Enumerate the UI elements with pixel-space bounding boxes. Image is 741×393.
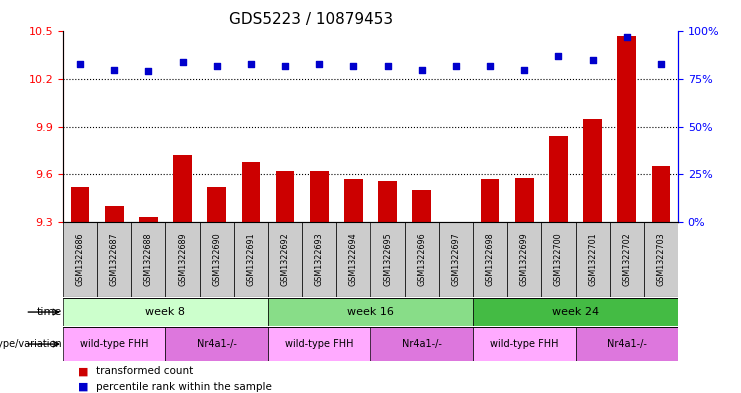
Bar [576,222,610,297]
Bar [473,327,576,361]
Text: GSM1322702: GSM1322702 [622,233,631,286]
Text: GSM1322703: GSM1322703 [657,233,665,286]
Bar [63,298,268,326]
Bar [617,36,637,222]
Point [553,53,565,59]
Text: Nr4a1-/-: Nr4a1-/- [402,339,442,349]
Bar [165,222,199,297]
Text: GSM1322699: GSM1322699 [519,233,529,286]
Bar [344,179,363,222]
Point [245,61,257,67]
Bar [370,222,405,297]
Bar [302,222,336,297]
Text: GSM1322688: GSM1322688 [144,233,153,286]
Text: GSM1322691: GSM1322691 [247,233,256,286]
Bar [610,222,644,297]
Bar [515,178,534,222]
Bar [268,222,302,297]
Bar [549,136,568,222]
Bar [268,298,473,326]
Bar [104,206,124,222]
Point [655,61,667,67]
Point [108,66,120,73]
Point [621,34,633,40]
Bar [542,222,576,297]
Bar [63,222,97,297]
Text: genotype/variation: genotype/variation [0,339,62,349]
Bar [473,298,678,326]
Text: Nr4a1-/-: Nr4a1-/- [197,339,236,349]
Point [279,62,291,69]
Text: ■: ■ [78,366,88,376]
Text: GSM1322694: GSM1322694 [349,233,358,286]
Point [348,62,359,69]
Bar [207,187,226,222]
Text: wild-type FHH: wild-type FHH [285,339,353,349]
Text: GSM1322689: GSM1322689 [178,233,187,286]
Point [518,66,530,73]
Point [313,61,325,67]
Bar [507,222,542,297]
Text: GSM1322686: GSM1322686 [76,233,84,286]
Point [416,66,428,73]
Bar [473,222,507,297]
Bar [378,181,397,222]
Bar [131,222,165,297]
Text: GSM1322687: GSM1322687 [110,233,119,286]
Point [210,62,222,69]
Point [74,61,86,67]
Text: transformed count: transformed count [96,366,193,376]
Bar [370,327,473,361]
Bar [644,222,678,297]
Bar [173,155,192,222]
Text: GSM1322696: GSM1322696 [417,233,426,286]
Bar [70,187,90,222]
Text: wild-type FHH: wild-type FHH [490,339,559,349]
Point [587,57,599,63]
Point [450,62,462,69]
Text: time: time [37,307,62,317]
Bar [336,222,370,297]
Bar [583,119,602,222]
Text: GSM1322698: GSM1322698 [485,233,494,286]
Bar [63,327,165,361]
Bar [199,222,234,297]
Bar [139,217,158,222]
Point [176,59,188,65]
Text: GSM1322693: GSM1322693 [315,233,324,286]
Bar [310,171,329,222]
Text: week 24: week 24 [552,307,599,317]
Text: GDS5223 / 10879453: GDS5223 / 10879453 [229,12,393,27]
Text: GSM1322695: GSM1322695 [383,233,392,286]
Text: GSM1322692: GSM1322692 [281,233,290,286]
Point [142,68,154,75]
Text: wild-type FHH: wild-type FHH [80,339,148,349]
Text: GSM1322701: GSM1322701 [588,233,597,286]
Text: GSM1322690: GSM1322690 [212,233,222,286]
Text: ■: ■ [78,382,88,392]
Point [382,62,393,69]
Text: Nr4a1-/-: Nr4a1-/- [607,339,647,349]
Text: GSM1322700: GSM1322700 [554,233,563,286]
Bar [481,179,499,222]
Point [484,62,496,69]
Bar [97,222,131,297]
Bar [405,222,439,297]
Bar [165,327,268,361]
Bar [234,222,268,297]
Bar [651,167,671,222]
Bar [276,171,294,222]
Bar [576,327,678,361]
Bar [268,327,370,361]
Text: week 16: week 16 [347,307,394,317]
Text: week 8: week 8 [145,307,185,317]
Bar [242,162,260,222]
Text: percentile rank within the sample: percentile rank within the sample [96,382,272,392]
Bar [412,190,431,222]
Bar [439,222,473,297]
Text: GSM1322697: GSM1322697 [451,233,460,286]
